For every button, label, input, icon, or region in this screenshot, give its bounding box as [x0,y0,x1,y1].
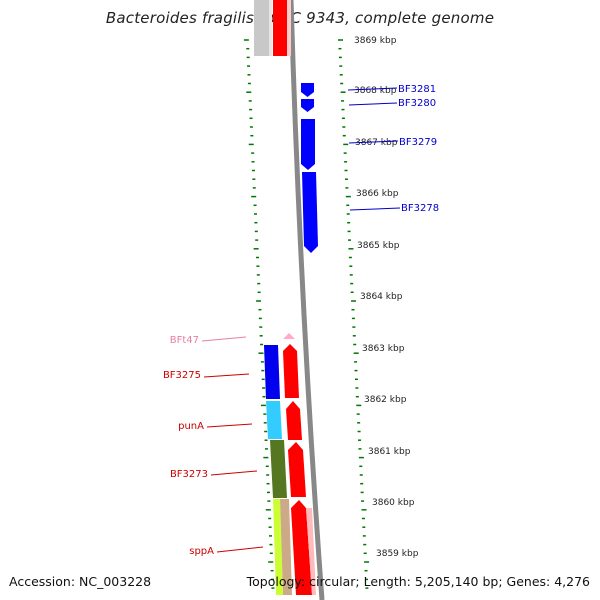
gene-leader-line [203,373,250,378]
gene-arrow-bf3280 [301,99,314,112]
gene-label-bf3280: BF3280 [398,98,436,109]
cog-segment-olive [270,440,287,498]
kbp-label: 3865 kbp [357,241,400,251]
kbp-label: 3867 kbp [355,138,398,148]
gene-leader-line [348,102,398,106]
gene-leader-line [206,423,253,428]
gene-label-bf3281: BF3281 [398,84,436,95]
accession-text: Accession: NC_003228 [9,574,152,589]
gene-arrow-bf3275 [283,344,299,398]
gene-arrow-bf3281 [301,83,314,97]
gene-leader-line [349,207,401,211]
gene-label-bf3278: BF3278 [401,203,439,214]
kbp-label: 3861 kbp [368,447,411,457]
gene-arrow-sppa [291,500,312,595]
gene-labels: BF3281 BF3280 BF3279 BF3278 BFt47 BF3275 punA B… [163,84,439,557]
gene-leader-line [216,546,264,553]
cog-segment-lime [273,499,283,595]
kbp-label: 3860 kbp [372,498,415,508]
gene-leader-line [348,140,399,144]
reverse-gene-partial-fade [287,0,291,56]
reverse-gene-partial [273,0,287,56]
cog-segment-cyan [266,401,282,439]
kbp-label: 3866 kbp [356,189,399,199]
gene-leader-line [201,336,247,342]
gene-label-puna: punA [178,421,204,432]
gene-label-bft47: BFt47 [170,335,199,346]
gene-label-bf3275: BF3275 [163,370,201,381]
reverse-strand [283,333,316,595]
gene-arrow-bf3278 [302,172,318,253]
gene-shadow-sppa [306,508,316,595]
gene-arrow-bf3279 [301,119,315,170]
genome-backbone [288,0,325,600]
kbp-label: 3869 kbp [354,36,397,46]
gene-arrow-puna [286,401,302,440]
gene-arrow-bf3273 [288,442,306,497]
kbp-label: 3859 kbp [376,549,419,559]
kbp-label: 3864 kbp [360,292,403,302]
map-title: Bacteroides fragilis NCTC 9343, complete… [105,9,495,27]
kbp-label: 3868 kbp [354,86,397,96]
inner-tick-ring [243,39,275,589]
cog-column [264,345,292,595]
cog-segment-blue [264,345,280,399]
forward-strand [301,83,318,253]
gene-label-bf3279: BF3279 [399,137,437,148]
kbp-label: 3863 kbp [362,344,405,354]
gene-leader-line [347,87,398,91]
gene-arrow-bft47 [283,333,295,339]
gene-leader-line [210,470,258,476]
gene-label-sppa: sppA [189,546,214,557]
gene-label-bf3273: BF3273 [170,469,208,480]
outer-tick-ring [338,39,370,589]
kbp-ruler: 3869 kbp 3868 kbp 3867 kbp 3866 kbp 3865 kbp… [354,36,419,559]
cog-segment-tan [280,499,292,595]
cog-segment-gray-light [269,0,272,56]
topology-text: Topology: circular; Length: 5,205,140 bp… [246,574,590,589]
kbp-label: 3862 kbp [364,395,407,405]
cog-segment-gray [254,0,269,56]
